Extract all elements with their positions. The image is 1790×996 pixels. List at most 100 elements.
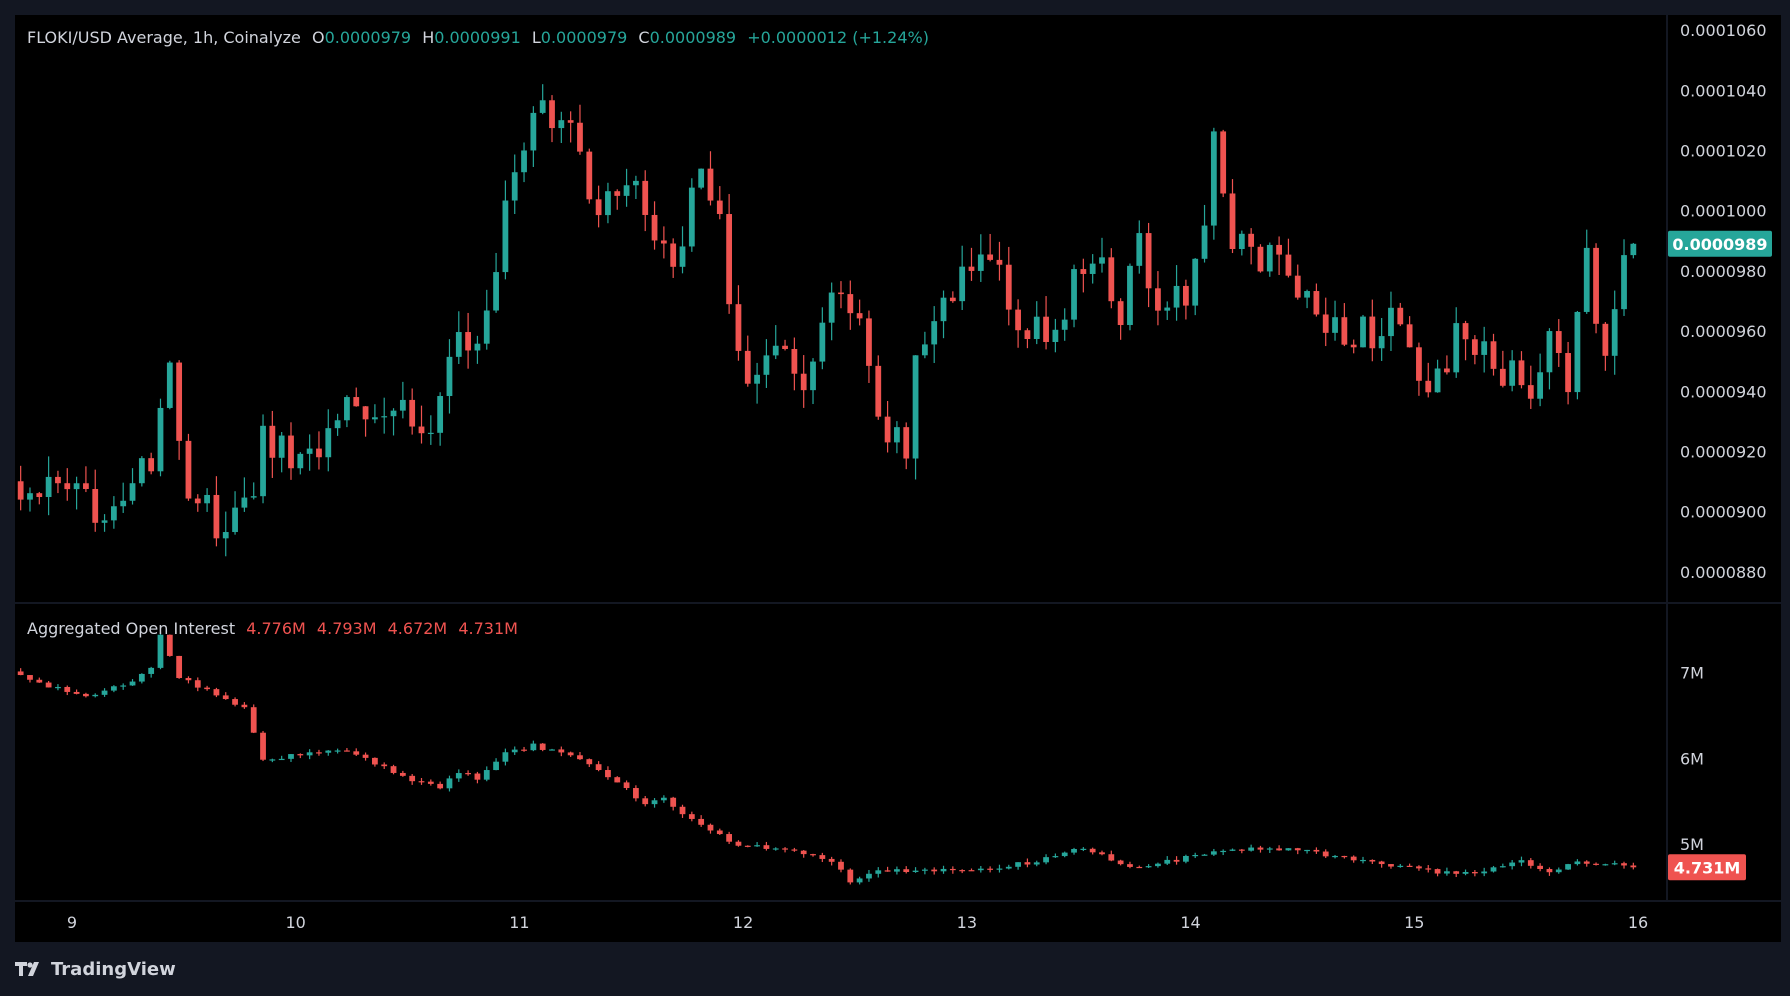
oi-candle bbox=[176, 655, 183, 679]
price-candle bbox=[1099, 237, 1105, 273]
oi-body bbox=[1518, 860, 1525, 863]
oi-candle bbox=[1248, 844, 1255, 852]
price-axis-background[interactable] bbox=[1668, 15, 1781, 602]
oi-candle bbox=[1611, 860, 1618, 866]
oi-candle bbox=[297, 753, 304, 759]
oi-candle bbox=[698, 815, 705, 827]
oi-body bbox=[744, 845, 751, 847]
oi-candle bbox=[996, 864, 1003, 873]
oi-pane-background[interactable] bbox=[15, 604, 1666, 900]
oi-body bbox=[716, 830, 723, 835]
price-candle bbox=[605, 182, 611, 224]
price-tick-label: 0.0000980 bbox=[1680, 262, 1767, 281]
oi-title[interactable]: Aggregated Open Interest bbox=[27, 619, 236, 638]
oi-axis-background[interactable] bbox=[1668, 604, 1781, 900]
oi-body bbox=[1313, 849, 1320, 852]
price-body bbox=[1462, 323, 1469, 340]
price-candle bbox=[744, 335, 751, 387]
price-candle bbox=[418, 405, 425, 444]
price-candle bbox=[502, 180, 509, 280]
price-body bbox=[474, 343, 481, 351]
price-candle bbox=[875, 355, 882, 420]
oi-body bbox=[1481, 871, 1488, 874]
price-candle bbox=[1238, 230, 1245, 256]
oi-body bbox=[1611, 863, 1618, 865]
oi-body bbox=[558, 749, 565, 753]
price-candle bbox=[1322, 297, 1329, 347]
oi-body bbox=[1024, 862, 1031, 865]
price-body bbox=[819, 322, 826, 362]
price-body bbox=[1015, 309, 1021, 331]
price-body bbox=[959, 266, 966, 302]
price-candle bbox=[1071, 264, 1077, 328]
price-body bbox=[493, 272, 499, 311]
symbol-title[interactable]: FLOKI/USD Average, 1h, Coinalyze bbox=[27, 28, 301, 47]
price-candles bbox=[17, 84, 1637, 557]
price-candle bbox=[1378, 317, 1385, 361]
oi-candle bbox=[1192, 852, 1199, 859]
price-body bbox=[903, 427, 910, 459]
price-candle bbox=[1294, 264, 1301, 300]
price-candle bbox=[1555, 319, 1562, 367]
oi-body bbox=[828, 858, 835, 862]
price-body bbox=[856, 313, 863, 319]
time-axis-background[interactable] bbox=[15, 902, 1781, 942]
oi-candle bbox=[1080, 847, 1087, 852]
oi-candle bbox=[1005, 864, 1012, 870]
oi-candle bbox=[577, 751, 583, 761]
oi-candle bbox=[791, 847, 798, 852]
oi-candle bbox=[36, 677, 43, 683]
oi-candle bbox=[1210, 848, 1217, 856]
oi-candle bbox=[1183, 854, 1189, 864]
price-body bbox=[977, 254, 984, 271]
price-candle bbox=[1257, 244, 1264, 273]
price-candle bbox=[642, 170, 649, 232]
price-candle bbox=[1388, 291, 1394, 351]
oi-candle bbox=[1621, 861, 1627, 869]
price-body bbox=[530, 112, 537, 151]
price-candle bbox=[726, 194, 733, 314]
price-body bbox=[1238, 233, 1245, 250]
price-body bbox=[465, 332, 471, 351]
oi-body bbox=[176, 655, 183, 679]
oi-body bbox=[17, 671, 24, 676]
tradingview-brand[interactable]: TradingView bbox=[15, 956, 176, 982]
oi-body bbox=[1378, 861, 1385, 865]
price-body bbox=[1145, 233, 1152, 289]
price-candle bbox=[437, 392, 444, 446]
oi-body bbox=[1388, 864, 1394, 867]
price-body bbox=[1453, 323, 1460, 373]
price-candle bbox=[810, 358, 816, 405]
price-candle bbox=[1155, 271, 1161, 326]
price-candle bbox=[1108, 248, 1115, 309]
oi-candle bbox=[437, 781, 444, 790]
price-body bbox=[1518, 360, 1525, 386]
price-candle bbox=[1350, 339, 1357, 354]
price-candle bbox=[427, 415, 434, 445]
main-pane-background[interactable] bbox=[15, 15, 1666, 602]
oi-candle bbox=[381, 762, 388, 769]
price-candle bbox=[1164, 301, 1171, 320]
price-body bbox=[1499, 368, 1506, 386]
price-body bbox=[586, 151, 593, 200]
oi-body bbox=[1471, 871, 1478, 874]
price-candle bbox=[1462, 320, 1469, 361]
oi-body bbox=[1360, 859, 1366, 862]
price-body bbox=[27, 493, 33, 500]
price-body bbox=[1276, 244, 1282, 255]
oi-body bbox=[148, 667, 155, 674]
price-candle bbox=[194, 494, 201, 512]
price-body bbox=[260, 425, 266, 497]
price-tick-label: 0.0000880 bbox=[1680, 563, 1767, 582]
oi-body bbox=[418, 781, 425, 783]
oi-candle bbox=[558, 746, 565, 757]
oi-body bbox=[1145, 866, 1152, 868]
time-tick-label: 14 bbox=[1180, 913, 1200, 932]
price-candle bbox=[1341, 303, 1348, 347]
price-body bbox=[138, 458, 145, 484]
price-candle bbox=[856, 299, 863, 326]
oi-body bbox=[856, 878, 863, 883]
price-body bbox=[1416, 347, 1422, 381]
oi-body bbox=[539, 743, 546, 750]
price-tick-label: 0.0000920 bbox=[1680, 442, 1767, 461]
